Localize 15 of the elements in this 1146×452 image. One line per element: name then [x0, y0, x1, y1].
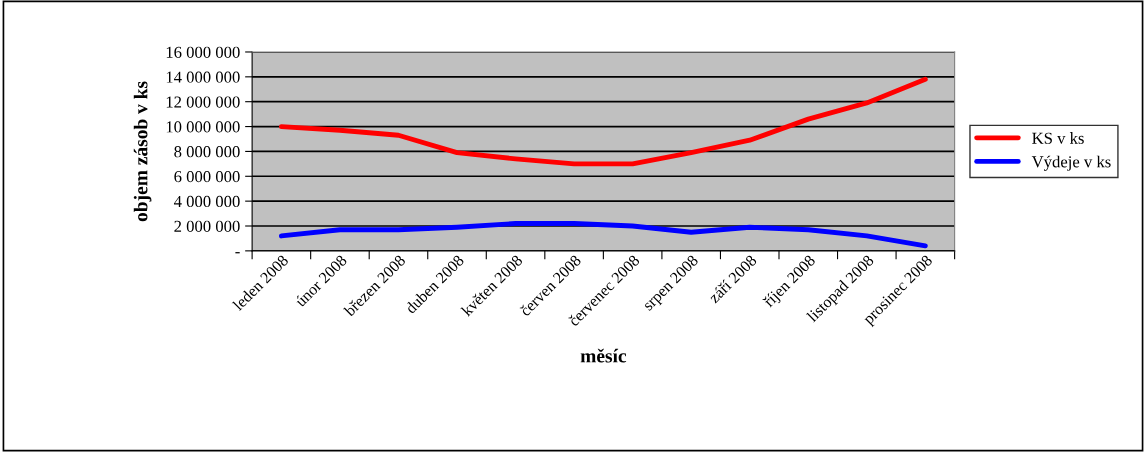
y-tick-label: 2 000 000 — [174, 220, 240, 232]
y-tick-label: - — [235, 252, 240, 254]
y-tick-label: 16 000 000 — [166, 46, 240, 58]
line-series — [278, 76, 928, 167]
legend-label: KS v ks — [1032, 132, 1084, 144]
x-axis-title: měsíc — [580, 348, 627, 363]
y-axis-title: objem zásob v ks — [133, 81, 152, 222]
y-tick-label: 4 000 000 — [173, 195, 240, 208]
y-tick-label: 12 000 000 — [166, 96, 240, 108]
y-tick-label: 6 000 000 — [174, 170, 240, 183]
legend-label: Výdeje v ks — [1031, 155, 1111, 171]
y-tick-label: 10 000 000 — [166, 121, 240, 133]
line-series — [278, 221, 928, 249]
y-tick-label: 14 000 000 — [166, 71, 240, 83]
y-tick-label: 8 000 000 — [174, 146, 240, 158]
